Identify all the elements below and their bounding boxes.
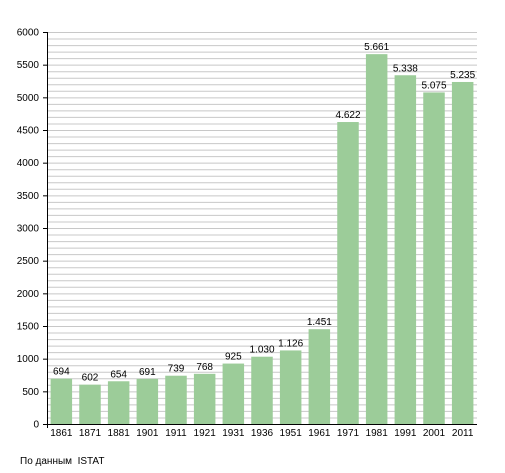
data-label-2011: 5.235 [450, 70, 475, 81]
y-tick-label: 0 [33, 420, 39, 431]
data-label-1991: 5.338 [393, 63, 418, 74]
data-label-1931: 925 [225, 352, 242, 363]
data-label-1961: 1.451 [307, 317, 332, 328]
y-tick-label: 5500 [17, 60, 40, 71]
y-tick-label: 1500 [17, 322, 40, 333]
labels: 0 500 1000 1500 2000 2500 3000 3500 4000 4500 5000… [17, 28, 476, 440]
data-label-1861: 694 [53, 367, 70, 378]
bar-1881 [107, 381, 130, 424]
y-tick-label: 3000 [17, 224, 40, 235]
bar-1871 [79, 384, 101, 424]
x-tick-label-1931: 1931 [222, 428, 245, 439]
x-tick-label-1881: 1881 [108, 428, 131, 439]
x-tick-label-1981: 1981 [366, 428, 389, 439]
bar-1911 [165, 375, 187, 424]
bars [50, 54, 474, 425]
y-tick-label: 4000 [17, 158, 40, 169]
data-label-1911: 739 [168, 364, 185, 375]
y-tick-label: 4500 [17, 126, 40, 137]
y-tick-label: 2500 [17, 256, 40, 267]
y-tick-label: 1000 [17, 354, 40, 365]
data-label-1971: 4.622 [335, 110, 360, 121]
x-tick-label-1971: 1971 [337, 428, 360, 439]
bar-1951 [279, 350, 302, 424]
y-tick-label: 2000 [17, 289, 40, 300]
bar-1961 [308, 329, 331, 424]
bar-1921 [193, 373, 216, 424]
x-tick-label-1871: 1871 [79, 428, 102, 439]
x-tick-label-1951: 1951 [280, 428, 303, 439]
bar-1971 [337, 122, 359, 425]
bar-1991 [394, 75, 417, 424]
bar-1861 [50, 378, 73, 424]
source-note: По данным ISTAT [20, 456, 105, 467]
bar-1931 [222, 363, 245, 424]
y-tick-label: 5000 [17, 93, 40, 104]
bar-1901 [136, 378, 159, 424]
y-tick-label: 6000 [17, 28, 40, 39]
x-tick-label-1911: 1911 [165, 428, 187, 439]
x-tick-label-1861: 1861 [50, 428, 73, 439]
y-tick-label: 3500 [17, 191, 40, 202]
bar-1981 [365, 54, 388, 424]
x-tick-label-1901: 1901 [136, 428, 159, 439]
bar-1936 [251, 356, 273, 424]
data-label-1921: 768 [196, 362, 213, 373]
x-tick-label-1961: 1961 [308, 428, 331, 439]
bar-2011 [451, 81, 474, 424]
x-tick-label-1921: 1921 [194, 428, 217, 439]
data-label-2001: 5.075 [421, 80, 446, 91]
data-label-1936: 1.030 [249, 345, 274, 356]
data-label-1871: 602 [82, 373, 99, 384]
data-label-1951: 1.126 [278, 338, 303, 349]
x-tick-label-1991: 1991 [394, 428, 417, 439]
data-label-1981: 5.661 [364, 42, 389, 53]
bar-2001 [423, 92, 445, 424]
x-tick-label-2011: 2011 [452, 428, 474, 439]
data-label-1901: 691 [139, 367, 156, 378]
data-label-1881: 654 [110, 369, 127, 380]
axes [43, 32, 477, 428]
x-tick-label-1936: 1936 [251, 428, 274, 439]
x-tick-label-2001: 2001 [423, 428, 446, 439]
y-tick-label: 500 [22, 387, 39, 398]
